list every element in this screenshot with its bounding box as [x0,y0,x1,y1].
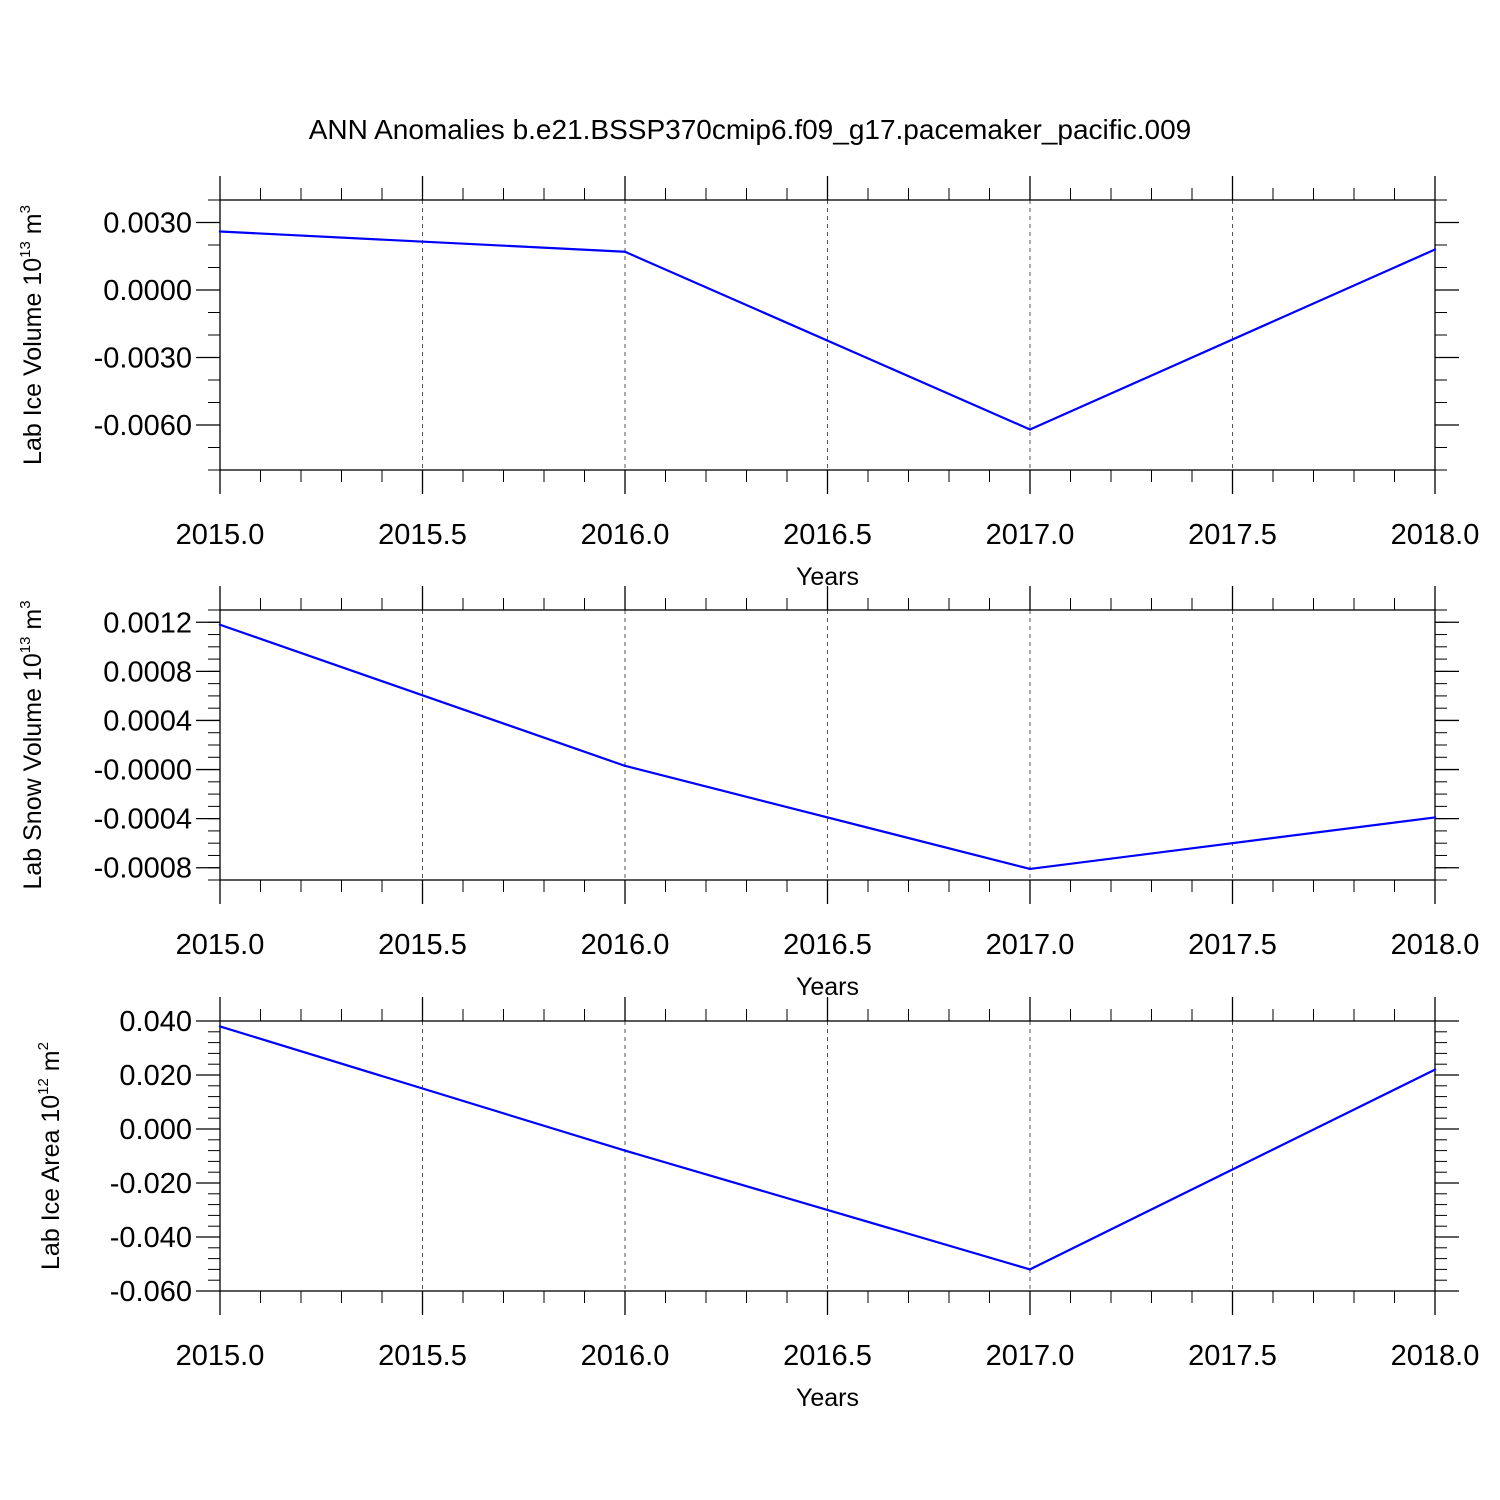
y-tick-label: 0.020 [119,1060,192,1092]
data-point [1433,816,1437,819]
x-tick-label: 2018.0 [1391,1340,1480,1372]
series-line [219,230,1436,431]
x-tick-label: 2015.5 [378,1340,467,1372]
x-tick-label: 2016.0 [581,929,670,961]
x-tick-label: 2017.5 [1188,929,1277,961]
y-tick-label: 0.0012 [103,607,192,639]
x-tick-label: 2015.0 [176,929,265,961]
y-tick-label: -0.020 [110,1168,192,1200]
y-tick-label: 0.040 [119,1006,192,1038]
x-tick-label: 2017.0 [986,519,1075,551]
y-tick-label: -0.0008 [94,853,192,885]
data-point [623,1149,627,1152]
y-tick-label: -0.040 [110,1222,192,1254]
y-tick-label: -0.0060 [94,410,192,442]
x-tick-label: 2016.5 [783,1340,872,1372]
y-tick-label: 0.0004 [103,705,192,737]
data-point [1433,248,1437,251]
y-tick-label: 0.0008 [103,656,192,688]
x-tick-label: 2017.0 [986,1340,1075,1372]
x-tick-label: 2016.5 [783,929,872,961]
panels: 2015.0 2015.5 2016.0 2016.5 2017.0 2017.5 2018… [17,176,1479,1412]
y-tick-label: 0.000 [119,1114,192,1146]
x-tick-label: 2018.0 [1391,519,1480,551]
data-point [1028,867,1032,871]
data-point [623,250,627,253]
y-axis-label: Lab Ice Area 1012 m2 [35,1042,65,1270]
y-tick-label: -0.060 [110,1276,192,1308]
data-point [1028,1268,1032,1271]
panel-3: 2015.0 2015.5 2016.0 2016.5 2017.0 2017.5 2018… [35,997,1479,1412]
x-axis-label: Years [796,973,859,1001]
x-tick-label: 2016.5 [783,519,872,551]
y-tick-label: 0.0030 [103,208,192,240]
data-point [1433,1068,1437,1071]
x-tick-label: 2015.5 [378,929,467,961]
y-tick-label: -0.0004 [94,804,192,836]
y-axis-label: Lab Ice Volume 1013 m3 [17,205,47,465]
x-tick-label: 2018.0 [1391,929,1480,961]
x-axis-label: Years [796,1384,859,1412]
series-line [219,1025,1436,1271]
data-point [218,230,222,233]
y-tick-label: -0.0000 [94,755,192,787]
x-tick-label: 2017.5 [1188,1340,1277,1372]
x-tick-label: 2017.0 [986,929,1075,961]
data-point [218,623,222,626]
data-point [218,1025,222,1028]
panel-1: 2015.0 2015.5 2016.0 2016.5 2017.0 2017.5 2018… [17,176,1479,591]
panel-2: 2015.0 2015.5 2016.0 2016.5 2017.0 2017.5 2018… [17,586,1479,1001]
x-tick-label: 2017.5 [1188,519,1277,551]
series-line [219,623,1436,871]
y-tick-label: 0.0000 [103,275,192,307]
figure-title: ANN Anomalies b.e21.BSSP370cmip6.f09_g17… [309,114,1192,145]
data-point [1028,428,1032,431]
x-tick-label: 2015.0 [176,1340,265,1372]
y-axis-label: Lab Snow Volume 1013 m3 [17,600,47,889]
y-tick-label: -0.0030 [94,343,192,375]
data-point [623,764,627,768]
x-tick-label: 2016.0 [581,519,670,551]
x-tick-label: 2015.0 [176,519,265,551]
x-tick-label: 2015.5 [378,519,467,551]
x-tick-label: 2016.0 [581,1340,670,1372]
